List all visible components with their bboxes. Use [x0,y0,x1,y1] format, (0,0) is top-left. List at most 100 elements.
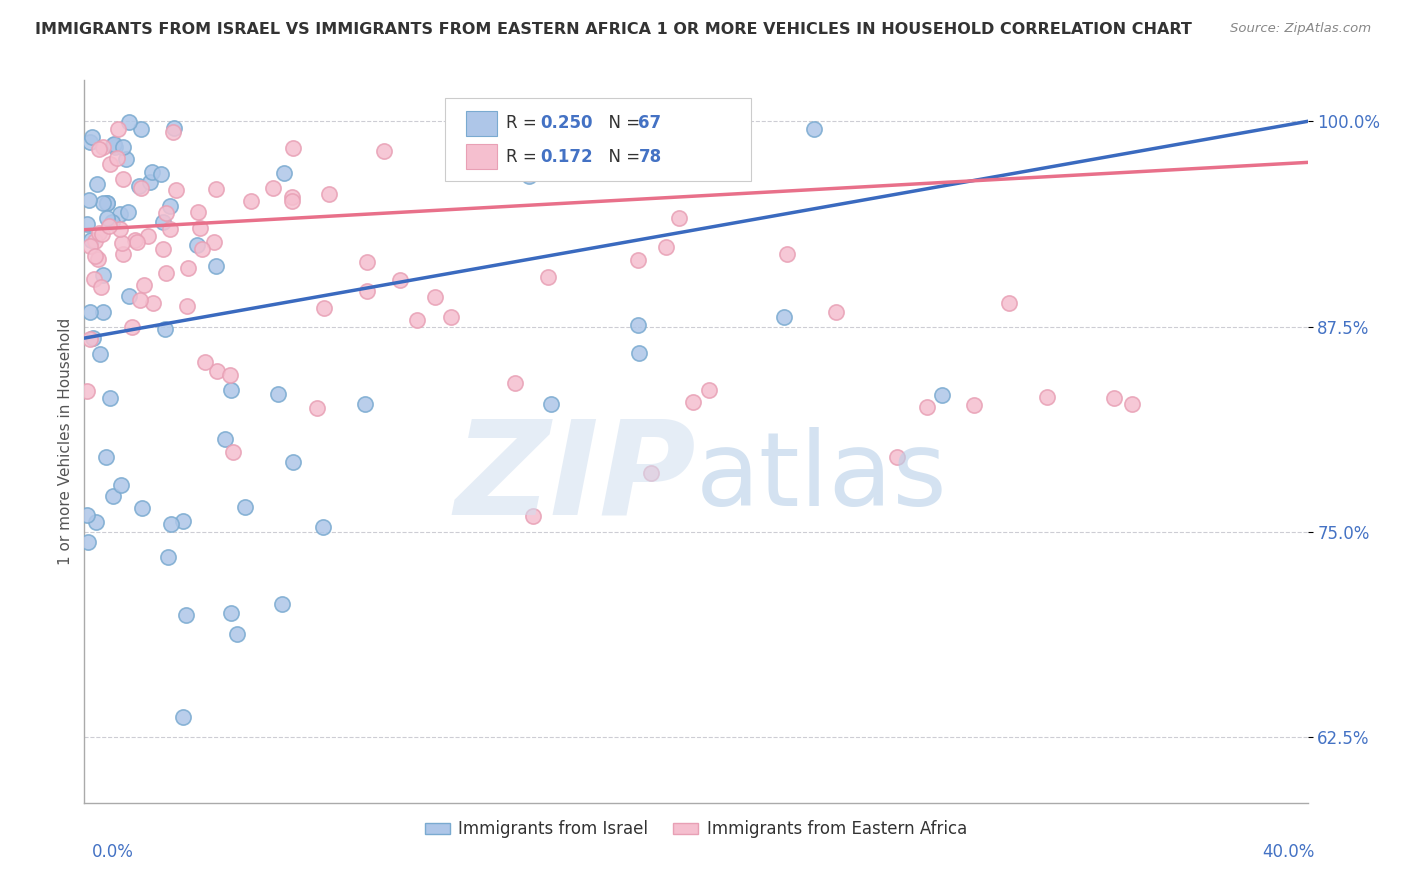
Point [773,310,796,324]
Point [101,489,124,503]
Point [354,397,377,411]
Point [177,260,200,275]
Point [373,144,395,158]
Point [87,226,110,240]
Point [121,320,143,334]
Point [655,240,678,254]
Point [114,153,136,167]
Point [82,129,104,144]
Y-axis label: 1 or more Vehicles in Household: 1 or more Vehicles in Household [58,318,73,566]
Point [155,266,177,280]
Point [271,597,294,611]
Point [110,478,132,492]
Point [118,114,141,128]
Point [163,121,186,136]
Point [440,310,463,324]
Point [162,125,184,139]
Text: 0.250: 0.250 [541,114,593,132]
Point [104,140,127,154]
Point [204,182,226,196]
Point [84,249,107,263]
Point [98,392,121,406]
Point [522,509,544,524]
Point [141,164,163,178]
Point [83,272,105,286]
Text: 0.0%: 0.0% [91,843,134,861]
Point [84,234,107,248]
Point [305,401,328,415]
Point [155,206,177,220]
Text: N =: N = [598,147,645,166]
Point [97,219,120,233]
Point [627,318,650,332]
Point [505,376,527,391]
Point [917,400,939,414]
Point [281,189,304,203]
Point [540,397,562,411]
Point [998,296,1021,310]
Point [77,193,100,207]
Point [191,242,214,256]
Point [110,236,132,251]
Point [187,204,209,219]
Point [124,233,146,247]
Text: R =: R = [506,114,543,132]
Point [91,268,114,282]
Point [640,466,662,480]
Text: 67: 67 [638,114,662,132]
Point [222,445,245,459]
Point [1121,397,1143,411]
Point [86,515,108,529]
Point [174,608,197,623]
Text: Source: ZipAtlas.com: Source: ZipAtlas.com [1230,22,1371,36]
Point [96,196,118,211]
Point [112,171,135,186]
Point [803,122,825,136]
Point [194,354,217,368]
Text: atlas: atlas [696,427,948,528]
Point [628,345,651,359]
Point [627,252,650,267]
Point [423,290,446,304]
Point [98,157,121,171]
Point [318,186,340,201]
Point [233,500,256,514]
Point [152,242,174,256]
Point [76,218,98,232]
Point [517,169,540,183]
Point [79,332,101,346]
Bar [465,111,496,136]
Point [152,215,174,229]
Point [262,181,284,195]
Point [87,252,110,266]
Point [214,432,236,446]
Point [239,194,262,208]
Point [100,215,122,229]
Point [186,238,208,252]
Point [205,363,228,377]
Point [312,301,335,316]
Point [776,247,799,261]
Point [79,305,101,319]
Point [134,277,156,292]
Point [142,296,165,310]
Point [82,331,104,345]
Point [356,284,378,298]
Text: IMMIGRANTS FROM ISRAEL VS IMMIGRANTS FROM EASTERN AFRICA 1 OR MORE VEHICLES IN H: IMMIGRANTS FROM ISRAEL VS IMMIGRANTS FRO… [35,22,1192,37]
Point [963,398,986,412]
Point [226,627,249,641]
Point [165,183,187,197]
Point [89,142,111,156]
Point [128,178,150,193]
Point [77,535,100,549]
Point [94,450,117,465]
Point [931,388,953,402]
Point [219,368,242,383]
Point [76,508,98,523]
Point [91,305,114,319]
Point [160,516,183,531]
Point [699,384,721,398]
Point [1036,391,1059,405]
Point [86,177,108,191]
Point [172,710,194,724]
